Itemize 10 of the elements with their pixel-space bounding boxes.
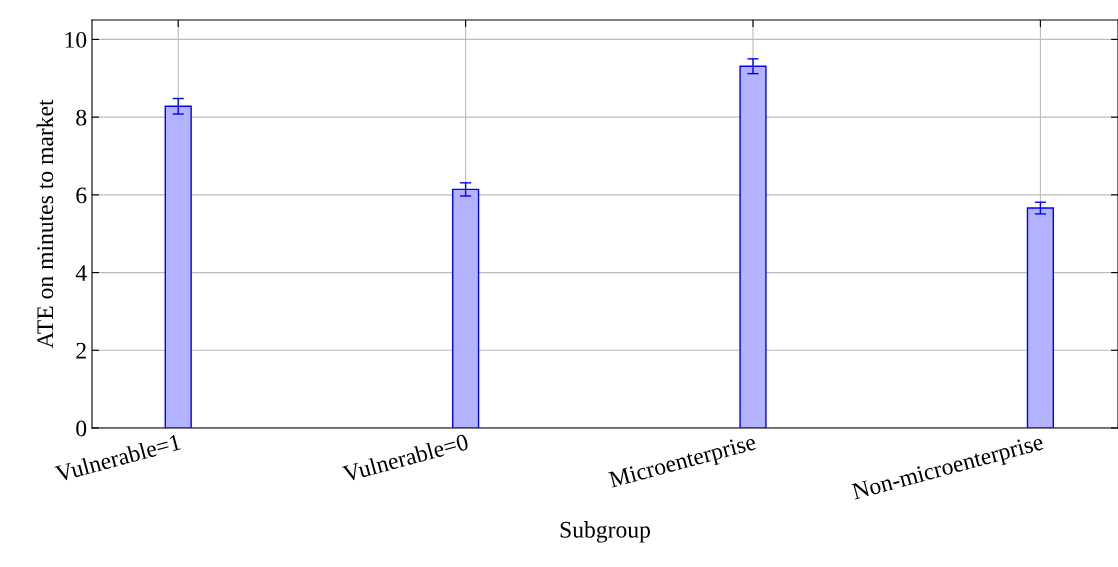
y-axis-title: ATE on minutes to market bbox=[36, 99, 54, 349]
y-tick-label: 10 bbox=[65, 31, 87, 48]
y-tick-label: 4 bbox=[75, 265, 87, 281]
y-tick-label: 6 bbox=[76, 187, 87, 204]
bar bbox=[1026, 207, 1055, 428]
x-axis-title: Subgroup bbox=[560, 521, 650, 543]
bar bbox=[451, 188, 480, 428]
y-tick-label: 2 bbox=[76, 342, 86, 359]
y-tick-label: 8 bbox=[76, 109, 87, 126]
y-tick-label: 0 bbox=[76, 420, 87, 437]
